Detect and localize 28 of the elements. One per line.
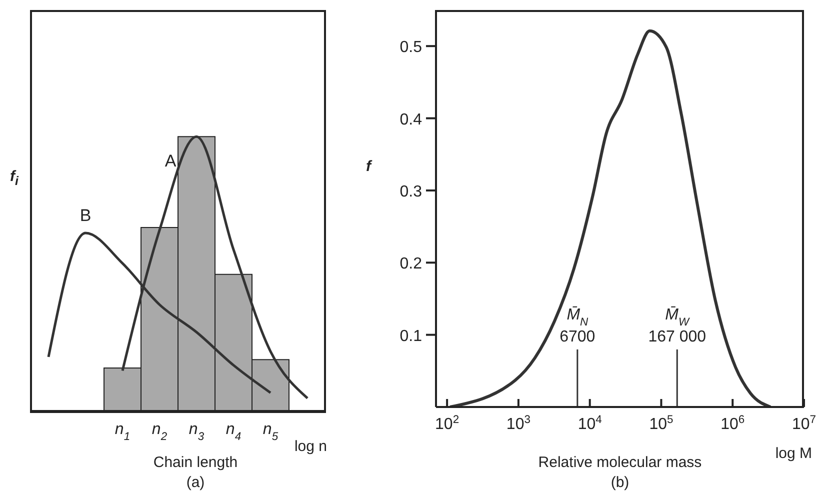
x-tick-label: n$_{1}$ [114, 421, 130, 443]
x-tick-label: 10$^{3}$ [506, 414, 530, 433]
ref-line-label: M̄$_{N}$ 6700 [560, 306, 596, 346]
x-tick-label: n$_{4}$ [226, 421, 242, 443]
ref-line-label: M̄$_{W}$ 167 000 [648, 306, 706, 346]
x-axis-title: Chain length [152, 454, 239, 471]
x-tick-label: 10$^{2}$ [435, 414, 460, 433]
x-tick-label: n$_{3}$ [188, 421, 205, 443]
x-tick-label: 10$^{6}$ [720, 414, 745, 433]
y-tick-label: 0.5 [400, 39, 422, 56]
x-tick-label: 10$^{4}$ [578, 414, 602, 433]
x-tick-label: 10$^{7}$ [792, 414, 816, 433]
x-tick-label: n$_{5}$ [262, 421, 279, 443]
text: (a) [185, 474, 206, 491]
y-tick-label: 0.4 [400, 111, 422, 128]
x-tick-label: 10$^{5}$ [649, 414, 674, 433]
y-tick-label: 0.2 [400, 256, 422, 273]
x-tick-label: n$_{2}$ [152, 421, 168, 443]
text: log n [294, 438, 327, 455]
x-axis-title: Relative molecular mass [538, 454, 702, 471]
series-label: A [164, 152, 177, 171]
y-axis-title: f$_{i}$ [10, 168, 18, 188]
text: log M [775, 445, 812, 462]
text: (b) [610, 474, 630, 491]
series-label: B [80, 206, 92, 226]
y-axis-title: f [366, 158, 371, 175]
y-tick-label: 0.1 [400, 328, 422, 345]
y-tick-label: 0.3 [400, 183, 422, 200]
